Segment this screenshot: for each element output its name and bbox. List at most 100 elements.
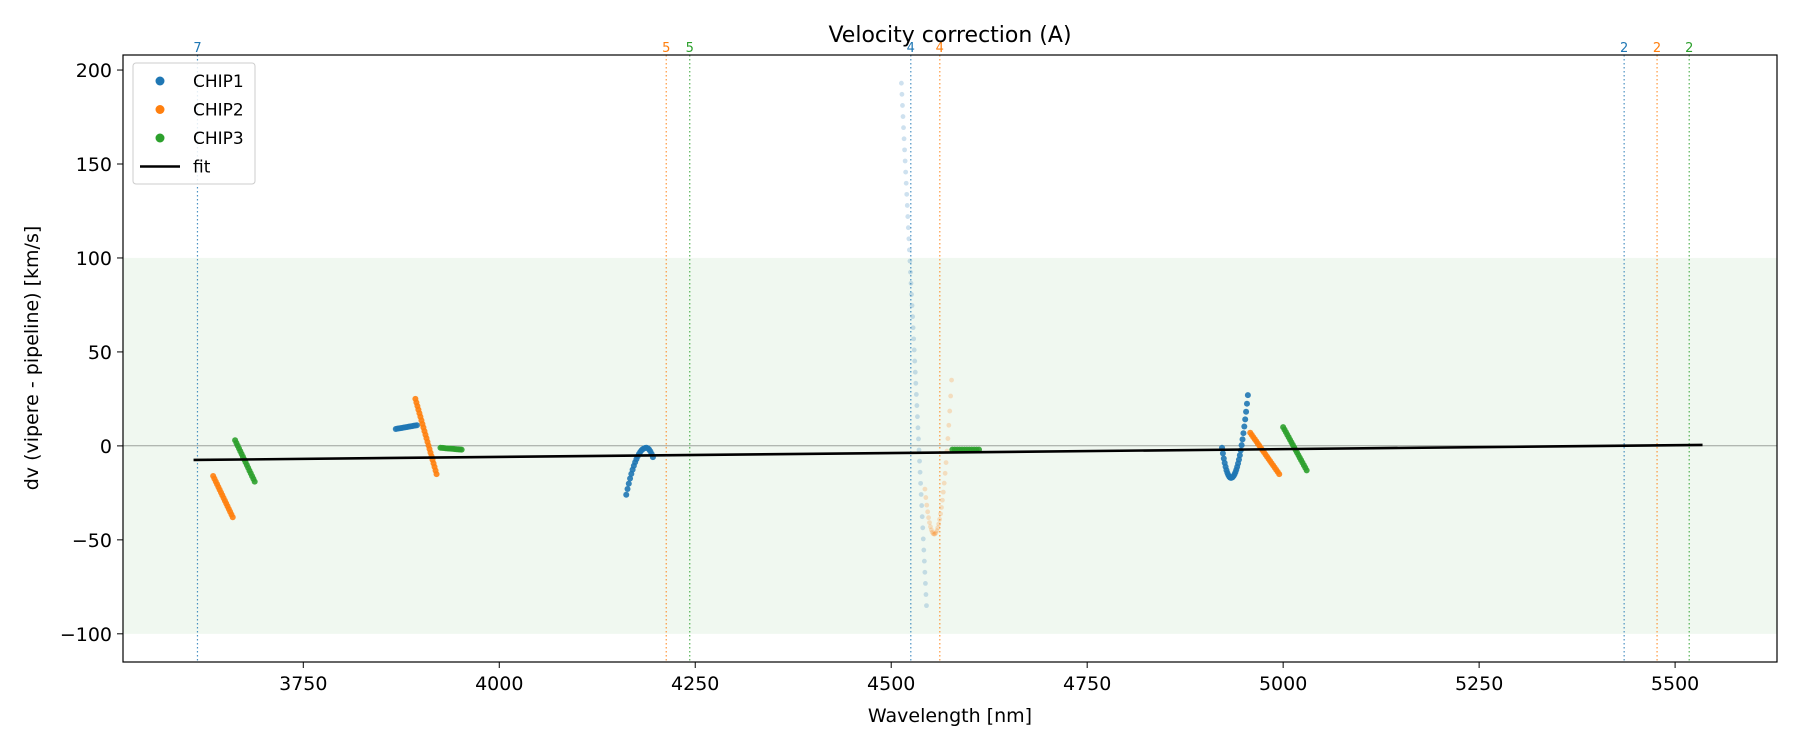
y-tick-label: −50 bbox=[72, 530, 112, 552]
data-point-chip1 bbox=[912, 369, 918, 375]
data-point-chip2 bbox=[930, 531, 936, 537]
data-point-chip1 bbox=[918, 480, 924, 486]
data-point-chip3 bbox=[458, 446, 465, 453]
data-point-chip1 bbox=[919, 514, 925, 520]
data-point-chip1 bbox=[921, 558, 927, 564]
data-point-chip1 bbox=[909, 303, 915, 308]
data-point-chip1 bbox=[923, 580, 928, 586]
data-point-chip1 bbox=[1238, 442, 1245, 449]
data-point-chip1 bbox=[918, 492, 924, 497]
data-point-chip2 bbox=[947, 408, 953, 414]
data-point-chip2 bbox=[939, 497, 945, 503]
data-point-chip2 bbox=[946, 422, 952, 428]
data-point-chip1 bbox=[907, 247, 912, 253]
legend-label: CHIP2 bbox=[193, 101, 244, 121]
x-tick-label: 5000 bbox=[1259, 673, 1307, 695]
legend: CHIP1 CHIP2 CHIP3 fit bbox=[132, 62, 256, 185]
axis-ticks-layer: 3750 4000 4250 4500 4750 5000 5250 5500 −100 −50 0… bbox=[60, 60, 1699, 695]
data-point-chip1 bbox=[924, 603, 929, 609]
x-tick-label: 4250 bbox=[671, 673, 719, 695]
order-marker-label: 4 bbox=[936, 41, 944, 56]
data-point-chip1 bbox=[413, 422, 420, 429]
y-tick-label: 200 bbox=[76, 60, 112, 82]
chart-title: Velocity correction (A) bbox=[828, 23, 1071, 48]
data-point-chip1 bbox=[908, 280, 914, 286]
data-point-chip2 bbox=[922, 486, 928, 492]
data-point-chip1 bbox=[902, 158, 908, 164]
data-point-chip1 bbox=[1236, 452, 1243, 459]
y-tick-label: 50 bbox=[88, 342, 112, 364]
data-point-chip2 bbox=[924, 502, 930, 508]
data-point-chip2 bbox=[939, 505, 944, 510]
data-point-chip1 bbox=[1243, 408, 1250, 415]
data-point-chip1 bbox=[1244, 392, 1251, 399]
data-point-chip1 bbox=[1242, 416, 1249, 423]
data-point-chip1 bbox=[913, 392, 919, 397]
data-point-chip2 bbox=[925, 509, 931, 515]
data-point-chip2 bbox=[948, 393, 954, 399]
data-point-chip2 bbox=[942, 470, 948, 476]
data-point-chip1 bbox=[1219, 450, 1226, 457]
x-tick-label: 5250 bbox=[1455, 673, 1503, 695]
data-point-chip2 bbox=[943, 460, 949, 465]
data-point-chip1 bbox=[623, 491, 630, 498]
data-point-chip1 bbox=[1243, 400, 1250, 407]
order-marker-label: 7 bbox=[193, 41, 201, 56]
data-point-chip2 bbox=[927, 520, 932, 525]
data-point-chip1 bbox=[914, 403, 920, 408]
data-point-chip2 bbox=[932, 531, 938, 537]
x-tick-label: 3750 bbox=[279, 673, 327, 695]
data-point-chip2 bbox=[938, 511, 943, 517]
data-point-chip1 bbox=[907, 258, 913, 264]
data-point-chip1 bbox=[902, 147, 907, 153]
data-point-chip1 bbox=[917, 469, 923, 475]
data-point-chip1 bbox=[901, 136, 907, 142]
data-point-chip1 bbox=[901, 125, 906, 131]
legend-marker-chip3 bbox=[155, 133, 165, 143]
legend-label: CHIP3 bbox=[193, 129, 244, 149]
data-point-chip1 bbox=[909, 291, 914, 297]
data-point-chip1 bbox=[903, 180, 909, 186]
data-point-chip1 bbox=[625, 480, 632, 487]
data-point-chip2 bbox=[926, 515, 931, 521]
data-point-chip2 bbox=[940, 489, 946, 495]
data-point-chip1 bbox=[899, 80, 904, 86]
data-point-chip1 bbox=[920, 525, 926, 531]
data-point-chip1 bbox=[624, 485, 631, 492]
legend-label: CHIP1 bbox=[193, 72, 244, 92]
x-tick-label: 4000 bbox=[475, 673, 523, 695]
x-tick-label: 4750 bbox=[1063, 673, 1111, 695]
x-tick-label: 5500 bbox=[1651, 673, 1699, 695]
data-point-chip1 bbox=[1220, 455, 1227, 462]
data-point-chip2 bbox=[928, 527, 934, 533]
data-point-chip1 bbox=[917, 458, 922, 464]
order-marker-label: 2 bbox=[1653, 41, 1661, 56]
data-point-chip2 bbox=[229, 514, 236, 521]
y-tick-label: −100 bbox=[60, 624, 112, 646]
data-point-chip1 bbox=[911, 347, 917, 353]
data-point-chip2 bbox=[931, 531, 937, 537]
data-point-chip1 bbox=[922, 569, 928, 575]
y-tick-label: 150 bbox=[76, 154, 112, 176]
data-point-chip2 bbox=[1276, 471, 1283, 478]
legend-marker-chip2 bbox=[155, 105, 165, 114]
order-marker-label: 2 bbox=[1685, 41, 1693, 56]
data-point-chip2 bbox=[945, 436, 951, 441]
data-point-chip2 bbox=[935, 525, 941, 531]
data-point-chip2 bbox=[949, 377, 954, 383]
y-tick-label: 100 bbox=[76, 248, 112, 270]
order-marker-label: 5 bbox=[686, 41, 694, 56]
data-point-chip2 bbox=[929, 529, 935, 535]
data-point-chip1 bbox=[920, 536, 926, 542]
data-point-chip1 bbox=[899, 91, 905, 97]
data-point-chip2 bbox=[941, 480, 947, 486]
data-point-chip1 bbox=[923, 592, 929, 597]
plot-frame bbox=[122, 54, 1778, 663]
y-axis-label: dv (vipere - pipeline) [km/s] bbox=[21, 226, 43, 491]
data-point-chip2 bbox=[933, 530, 939, 536]
data-point-chip1 bbox=[919, 503, 925, 508]
data-point-chip1 bbox=[1241, 423, 1248, 430]
data-point-chip1 bbox=[1239, 436, 1246, 443]
data-point-chip1 bbox=[627, 475, 634, 482]
